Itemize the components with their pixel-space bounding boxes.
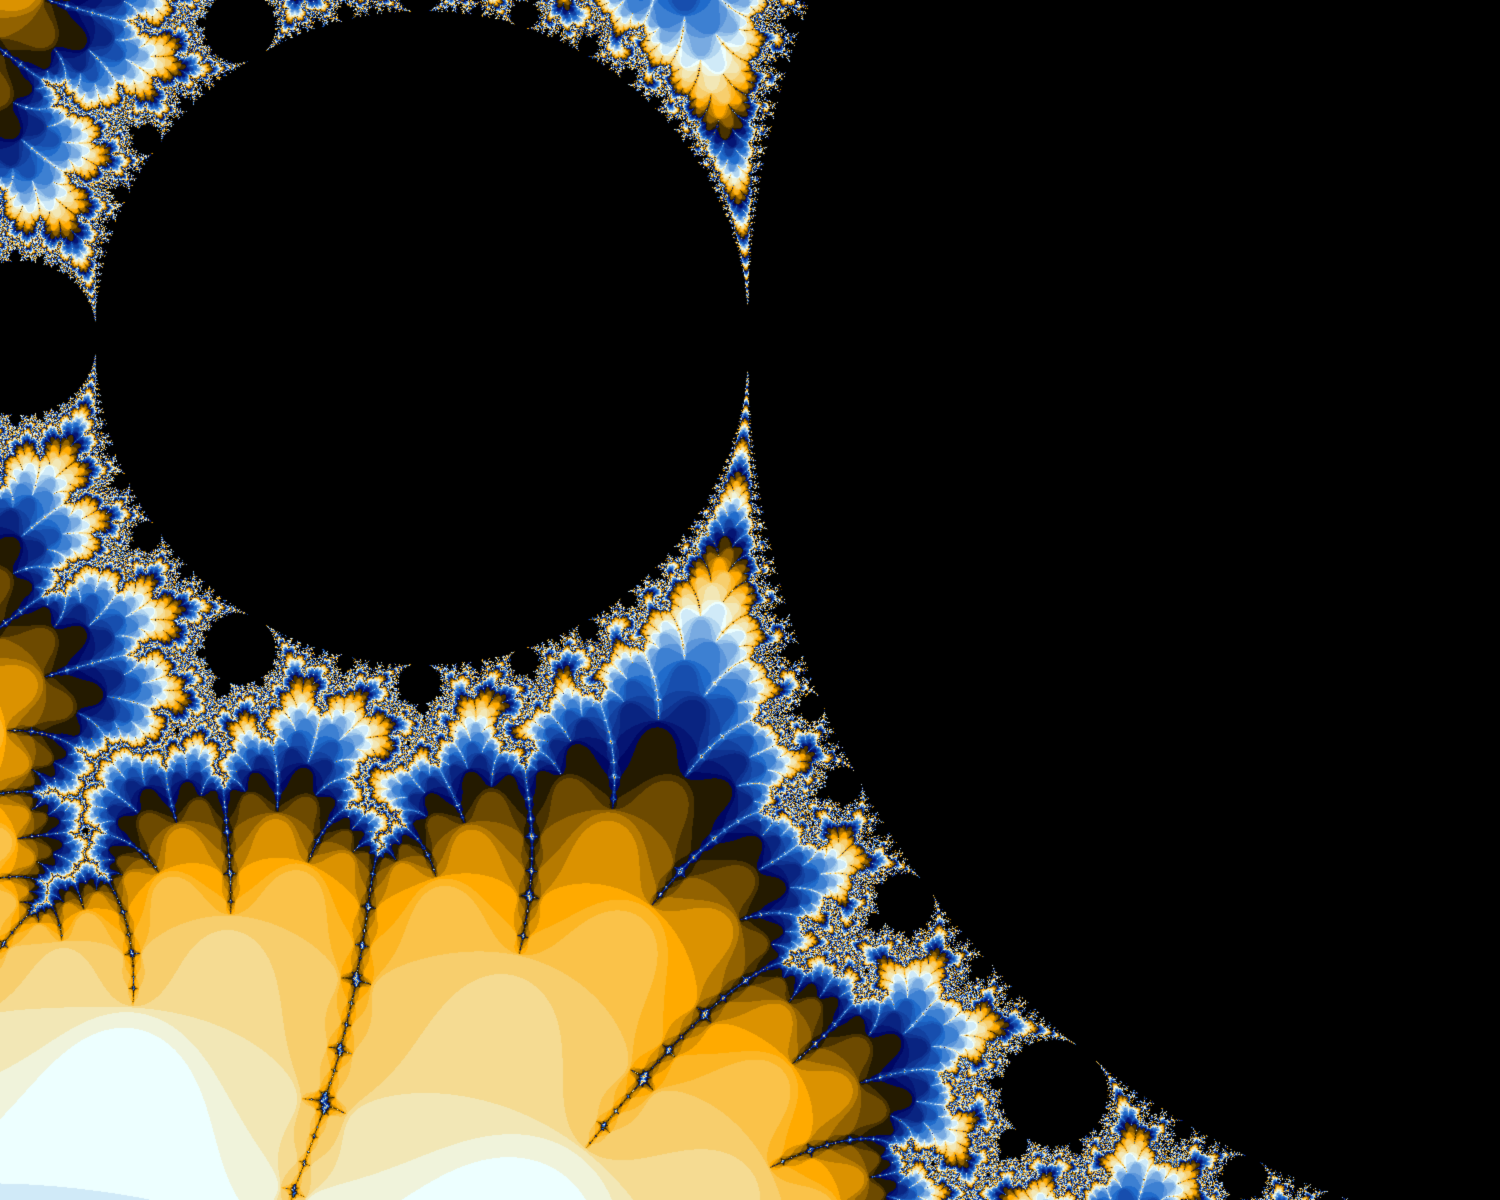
fractal-image [0, 0, 1500, 1200]
fractal-canvas [0, 0, 1500, 1200]
